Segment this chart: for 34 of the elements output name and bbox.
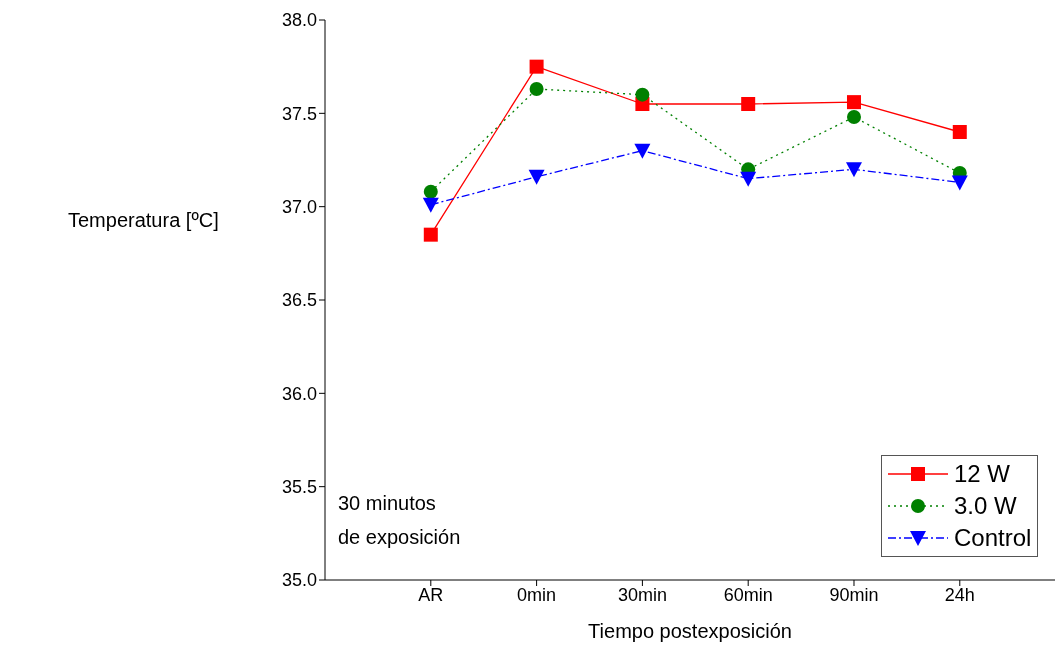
legend-label: Control (954, 524, 1032, 552)
y-tick-label: 36.0 (281, 383, 317, 404)
point (952, 125, 967, 139)
y-tick-label: 36.5 (281, 290, 317, 311)
legend-label: 3.0 W (954, 492, 1017, 520)
point (529, 59, 544, 74)
point (846, 95, 861, 110)
x-tick-label: 60min (723, 584, 773, 605)
y-tick-label: 37.5 (281, 103, 317, 124)
x-tick-label: 90min (829, 584, 879, 605)
y-axis-title: Temperatura [ºC] (68, 209, 219, 232)
x-tick-label: 24h (944, 584, 975, 605)
x-tick-label: 0min (517, 584, 557, 605)
y-tick-label: 37.0 (281, 197, 317, 218)
point (740, 171, 757, 187)
point (846, 110, 861, 125)
y-tick-label: 35.0 (281, 570, 317, 591)
legend-label: 12 W (954, 460, 1011, 488)
point (845, 162, 862, 178)
annotation: 30 minutos de exposición (338, 491, 461, 550)
point (635, 87, 650, 102)
point (528, 169, 545, 185)
point (529, 82, 544, 97)
point (951, 175, 968, 191)
point (423, 227, 438, 242)
x-tick-label: 30min (617, 584, 667, 605)
x-axis-title: Tiempo postexposición (588, 620, 792, 642)
point (741, 97, 756, 111)
y-tick-label: 38.0 (281, 10, 317, 31)
point (423, 184, 438, 199)
point (634, 143, 651, 159)
point (422, 197, 439, 213)
x-tick-label: AR (418, 584, 444, 605)
y-tick-label: 35.5 (281, 477, 317, 498)
